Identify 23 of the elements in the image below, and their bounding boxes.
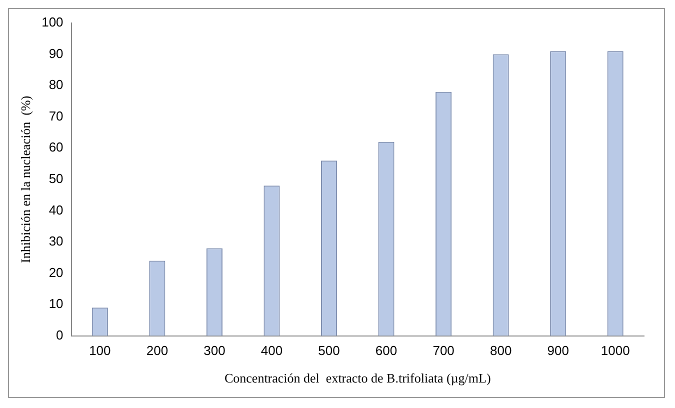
- y-axis-title: Inhibición en la nucleación (%): [18, 96, 34, 263]
- y-tick-label: 40: [48, 202, 64, 218]
- y-tick-label: 80: [48, 77, 64, 92]
- x-axis-title: Concentración del extracto de B.trifoliata (µg/mL): [224, 370, 491, 386]
- x-tick-label: 600: [375, 343, 398, 358]
- y-tick-label: 0: [56, 327, 64, 342]
- y-tick-label: 70: [48, 108, 64, 124]
- x-tick-label: 900: [547, 343, 569, 358]
- y-tick-label: 30: [48, 234, 64, 249]
- x-tick-label: 300: [204, 343, 226, 358]
- y-tick-label: 20: [48, 264, 64, 280]
- x-tick-label: 400: [260, 343, 283, 358]
- y-tick-label: 100: [42, 14, 64, 30]
- x-tick-label: 200: [146, 343, 168, 358]
- x-tick-label: 500: [318, 343, 340, 358]
- x-tick-label: 100: [89, 343, 111, 358]
- y-tick-label: 90: [48, 46, 64, 61]
- x-tick-label: 700: [432, 343, 454, 358]
- y-tick-label: 60: [48, 140, 64, 155]
- y-tick-label: 50: [48, 170, 64, 186]
- x-tick-label: 800: [490, 343, 512, 358]
- y-tick-label: 10: [48, 296, 64, 312]
- x-tick-label: 1000: [600, 343, 630, 358]
